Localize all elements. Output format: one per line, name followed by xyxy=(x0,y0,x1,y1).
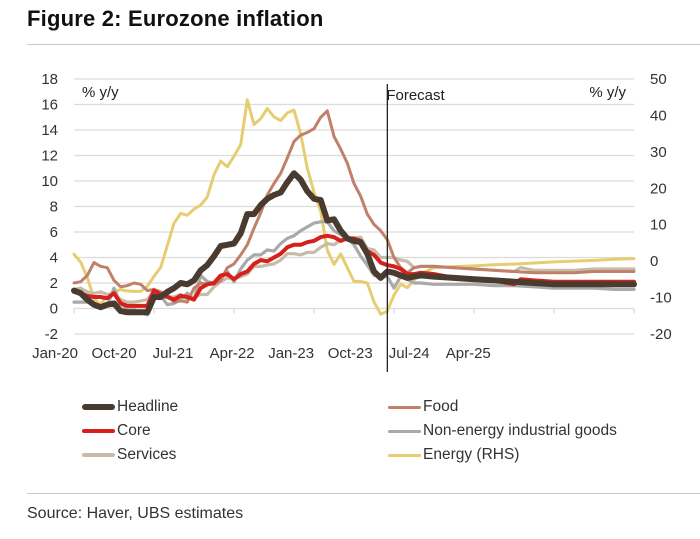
legend-swatch-food xyxy=(388,405,421,409)
left-tick-label: 2 xyxy=(50,275,58,292)
left-tick-label: 6 xyxy=(50,224,58,241)
right-axis-unit-label: % y/y xyxy=(589,84,626,101)
legend-item-non-energy-industrial-goods: Non-energy industrial goods xyxy=(388,420,617,442)
legend-label: Non-energy industrial goods xyxy=(423,422,617,439)
left-tick-label: 4 xyxy=(50,250,58,267)
right-tick-label: -10 xyxy=(650,290,672,307)
x-tick-label: Apr-25 xyxy=(446,345,491,362)
x-tick-label: Jan-23 xyxy=(268,345,314,362)
legend-label: Food xyxy=(423,398,459,415)
left-axis-unit-label: % y/y xyxy=(82,84,119,101)
x-tick-label: Apr-22 xyxy=(210,345,255,362)
left-tick-label: -2 xyxy=(45,326,58,343)
legend-swatch-energy xyxy=(388,453,421,457)
legend-item-services: Services xyxy=(82,444,176,466)
right-tick-label: 10 xyxy=(650,217,667,234)
legend-swatch-non-energy-industrial-goods xyxy=(388,429,421,433)
right-tick-label: 50 xyxy=(650,71,667,88)
forecast-label: Forecast xyxy=(386,87,445,104)
legend-item-energy: Energy (RHS) xyxy=(388,444,519,466)
left-tick-label: 14 xyxy=(41,122,58,139)
series-line-headline xyxy=(71,170,637,316)
left-tick-label: 12 xyxy=(41,148,58,165)
x-tick-label: Jan-20 xyxy=(32,345,78,362)
legend-swatch-core xyxy=(82,429,115,433)
left-tick-label: 10 xyxy=(41,173,58,190)
legend-label: Services xyxy=(117,446,177,463)
left-tick-label: 0 xyxy=(50,301,58,318)
right-tick-label: -20 xyxy=(650,326,672,343)
legend-label: Core xyxy=(117,422,151,439)
right-tick-label: 30 xyxy=(650,144,667,161)
x-tick-label: Jul-24 xyxy=(389,345,430,362)
legend-label: Energy (RHS) xyxy=(423,446,520,463)
legend-item-core: Core xyxy=(82,420,151,442)
left-tick-label: 16 xyxy=(41,97,58,114)
x-tick-label: Oct-20 xyxy=(92,345,137,362)
right-tick-label: 40 xyxy=(650,107,667,124)
right-tick-label: 0 xyxy=(650,253,658,270)
legend-swatch-headline xyxy=(82,404,115,410)
left-tick-label: 18 xyxy=(41,71,58,88)
series-line-food xyxy=(72,109,636,304)
x-tick-label: Oct-23 xyxy=(328,345,373,362)
source-note: Source: Haver, UBS estimates xyxy=(27,505,244,522)
legend-label: Headline xyxy=(117,398,179,415)
gridlines xyxy=(74,78,634,335)
legend-item-headline: Headline xyxy=(82,396,178,418)
left-axis-ticks: -2 0 2 4 6 8 10 12 14 16 18 xyxy=(41,71,58,343)
legend-item-food: Food xyxy=(388,396,458,418)
x-axis-ticks: Jan-20 Oct-20 Jul-21 Apr-22 Jan-23 Oct-23 Jul-… xyxy=(32,308,635,362)
legend-swatch-services xyxy=(82,453,115,457)
left-tick-label: 8 xyxy=(50,199,58,216)
right-tick-label: 20 xyxy=(650,180,667,197)
title-divider xyxy=(27,44,700,45)
series-line-non-energy-industrial-goods xyxy=(72,220,636,317)
series-lines xyxy=(71,98,637,317)
x-tick-label: Jul-21 xyxy=(153,345,194,362)
right-axis-ticks: -20 -10 0 10 20 30 40 50 xyxy=(650,71,672,343)
source-divider xyxy=(27,493,700,494)
figure-title: Figure 2: Eurozone inflation xyxy=(27,6,324,31)
